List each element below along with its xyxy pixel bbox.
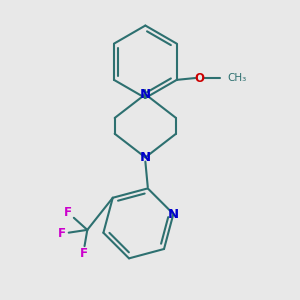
Text: N: N — [140, 151, 151, 164]
Text: N: N — [168, 208, 179, 220]
Text: N: N — [140, 88, 151, 101]
Text: O: O — [194, 71, 204, 85]
Text: F: F — [80, 247, 88, 260]
Text: F: F — [64, 206, 72, 219]
Text: F: F — [58, 227, 66, 240]
Text: CH₃: CH₃ — [227, 73, 246, 83]
